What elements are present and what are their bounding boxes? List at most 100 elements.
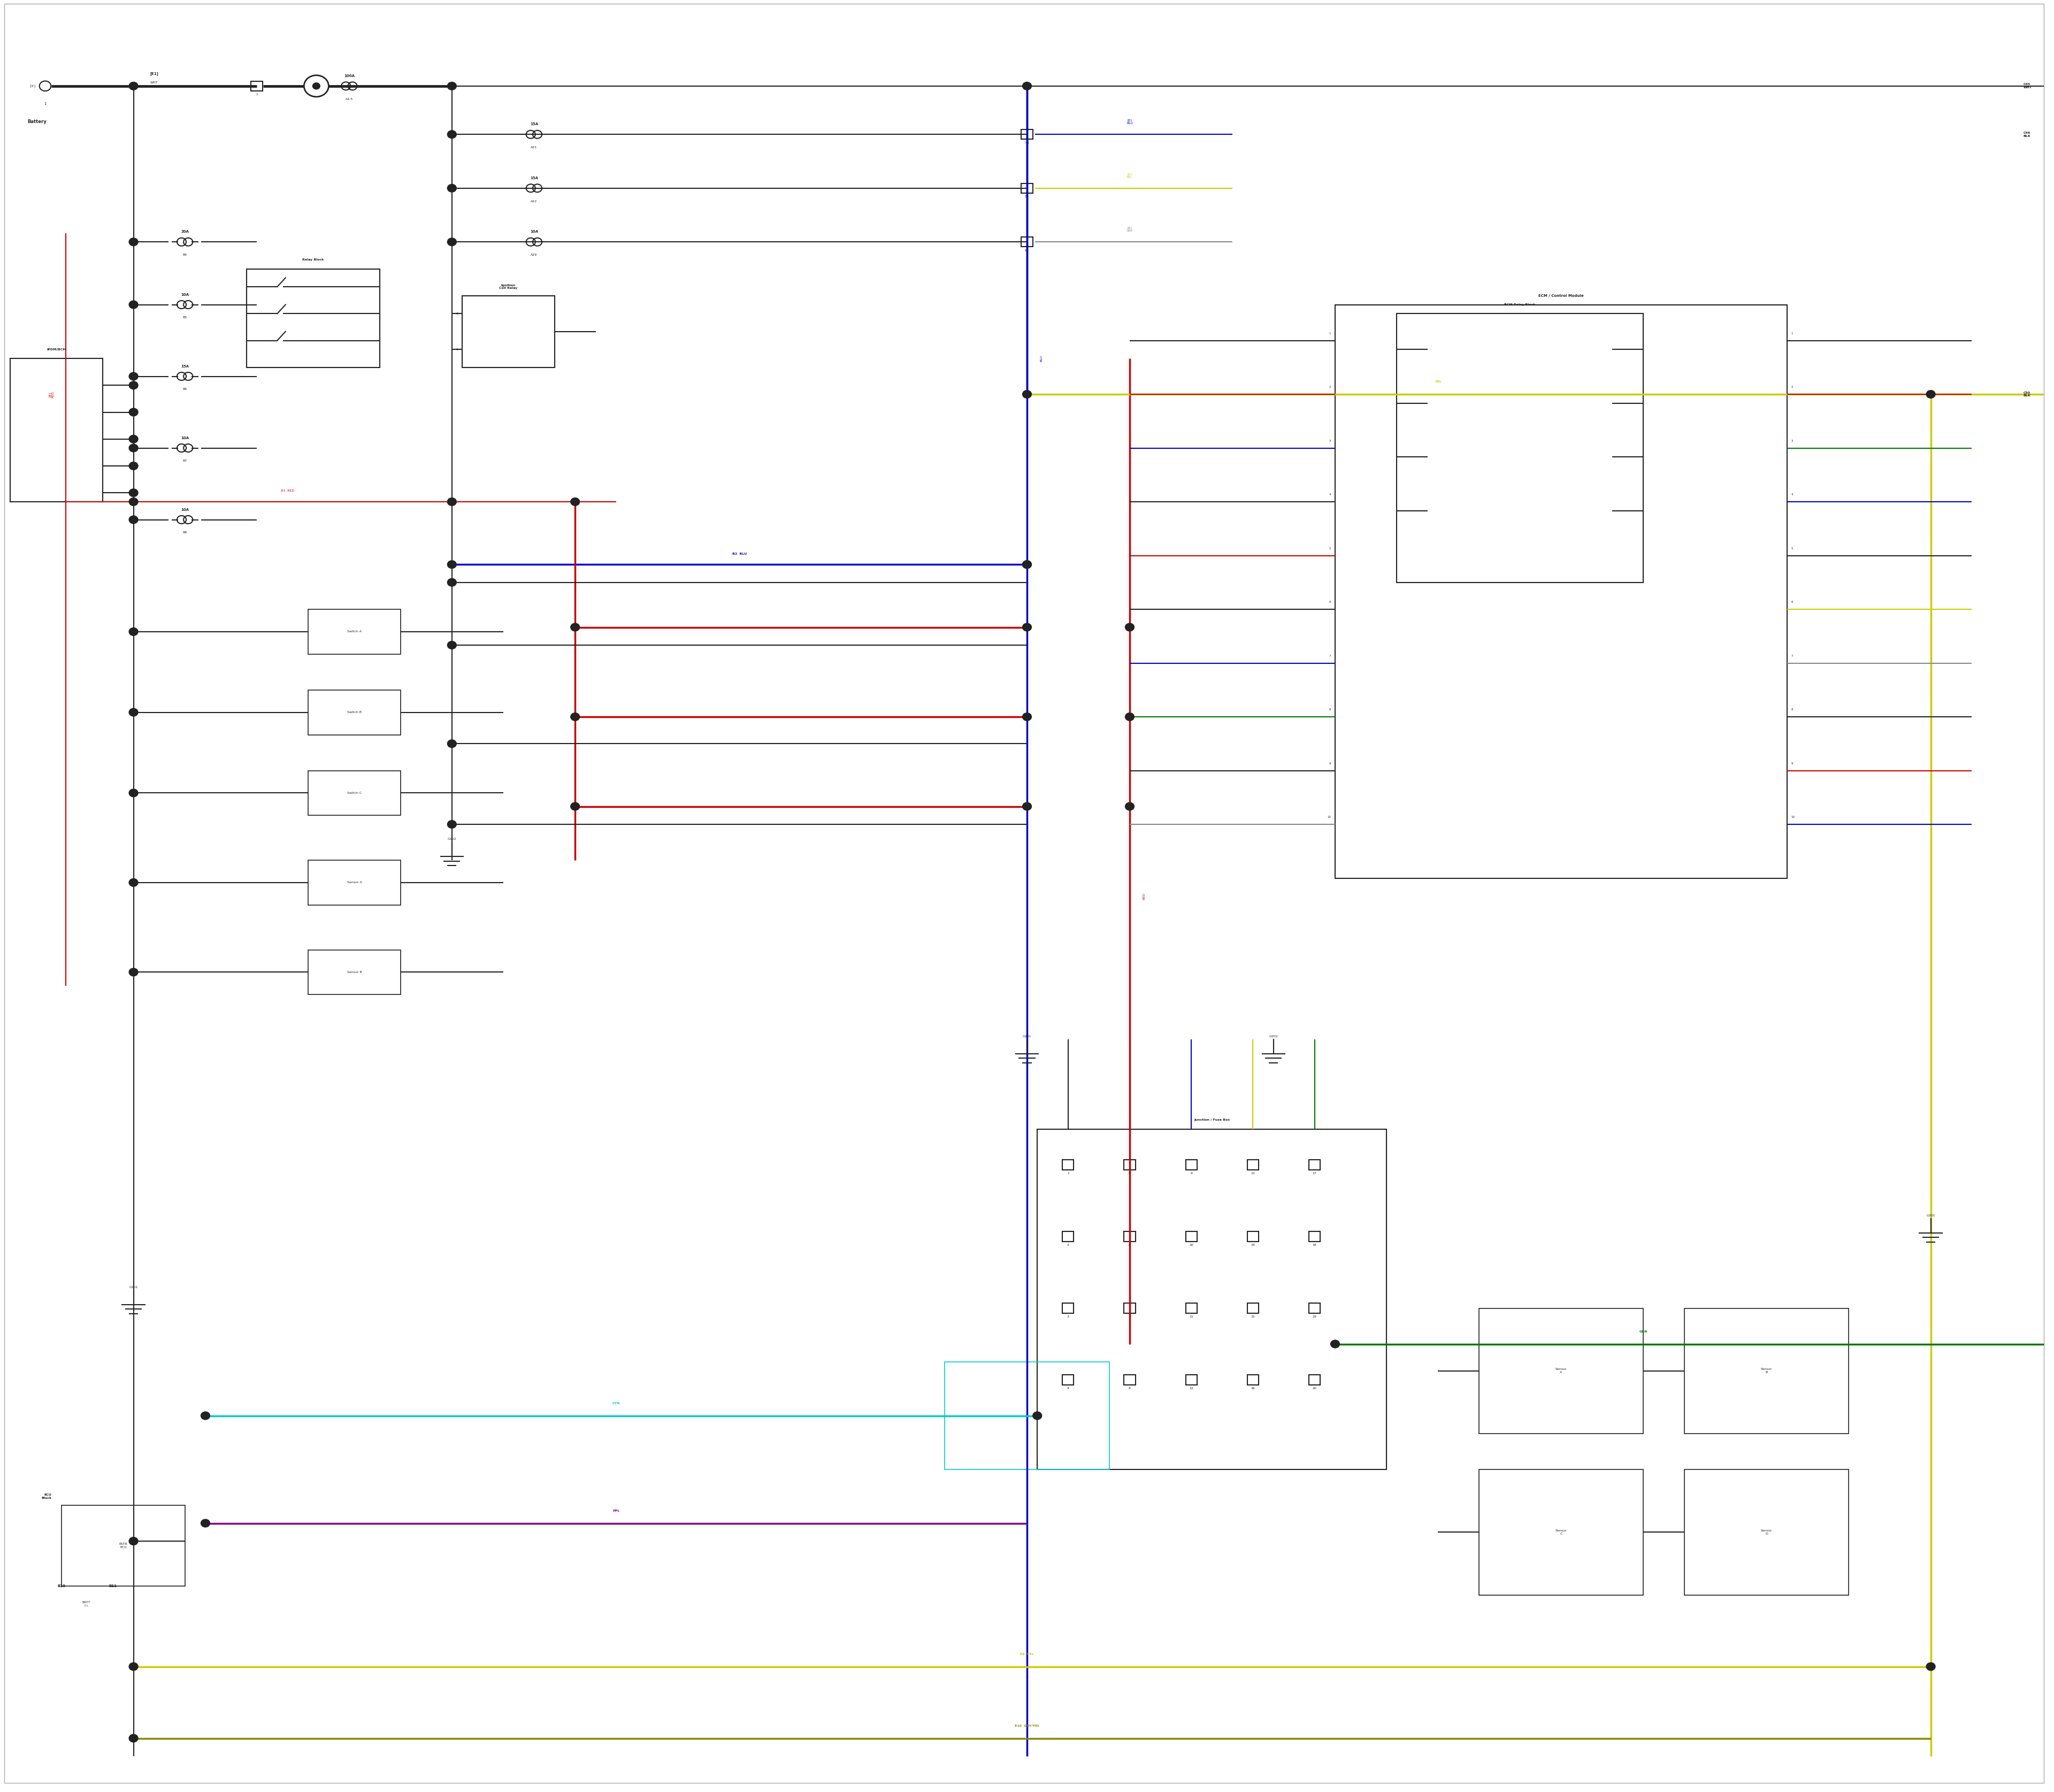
- Bar: [308, 950, 401, 995]
- Text: 11: 11: [1189, 1315, 1193, 1317]
- Text: A29: A29: [530, 254, 538, 256]
- Text: 9: 9: [1189, 1172, 1193, 1176]
- Text: 18: 18: [1313, 1244, 1317, 1245]
- Text: A21: A21: [530, 147, 538, 149]
- Bar: [1335, 305, 1787, 878]
- Text: [E1]: [E1]: [150, 72, 158, 75]
- Text: Ignition
Coil Relay: Ignition Coil Relay: [499, 283, 518, 290]
- Bar: [1062, 1374, 1074, 1385]
- Text: [E]
YEL: [E] YEL: [1128, 172, 1132, 179]
- Circle shape: [129, 489, 138, 496]
- Bar: [1684, 1469, 1849, 1595]
- Text: 10: 10: [1189, 1244, 1193, 1245]
- Circle shape: [1023, 82, 1031, 90]
- Circle shape: [129, 1735, 138, 1742]
- Text: B11: B11: [109, 1584, 117, 1588]
- Text: 12: 12: [1189, 1387, 1193, 1389]
- Bar: [1037, 1129, 1386, 1469]
- Text: G102: G102: [448, 839, 456, 840]
- Text: 4: 4: [1066, 1387, 1070, 1389]
- Circle shape: [129, 627, 138, 636]
- Circle shape: [129, 1538, 138, 1545]
- Text: 1: 1: [255, 93, 259, 95]
- Text: B5: B5: [183, 317, 187, 319]
- Bar: [1021, 237, 1033, 247]
- Bar: [1308, 1374, 1321, 1385]
- Bar: [1247, 1303, 1259, 1314]
- Circle shape: [448, 131, 456, 138]
- Text: Sensor
C: Sensor C: [1555, 1529, 1567, 1536]
- Text: G202: G202: [1269, 1036, 1278, 1038]
- Text: E9  YEL: E9 YEL: [1021, 1652, 1033, 1656]
- Text: B4: B4: [183, 254, 187, 256]
- Circle shape: [129, 82, 138, 90]
- Text: G301: G301: [1927, 1215, 1935, 1217]
- Text: 7: 7: [1128, 1315, 1132, 1317]
- Bar: [308, 771, 401, 815]
- Circle shape: [129, 301, 138, 308]
- Text: [E]
BLU: [E] BLU: [1126, 118, 1134, 125]
- Circle shape: [129, 382, 138, 389]
- Circle shape: [129, 878, 138, 887]
- Text: 20A: 20A: [181, 229, 189, 233]
- Text: 15A: 15A: [530, 176, 538, 179]
- Circle shape: [1033, 1412, 1041, 1419]
- Text: CYN: CYN: [612, 1401, 620, 1405]
- Circle shape: [571, 624, 579, 631]
- Bar: [308, 860, 401, 905]
- Circle shape: [448, 498, 456, 505]
- Bar: [308, 609, 401, 654]
- Text: Sensor A: Sensor A: [347, 882, 362, 883]
- Circle shape: [1023, 713, 1031, 720]
- Text: Sensor
B: Sensor B: [1760, 1367, 1773, 1374]
- Circle shape: [448, 740, 456, 747]
- Circle shape: [1126, 803, 1134, 810]
- Text: G201: G201: [1023, 1036, 1031, 1038]
- Text: 19: 19: [1313, 1315, 1317, 1317]
- Text: A22: A22: [530, 201, 538, 202]
- Text: Switch C: Switch C: [347, 792, 362, 794]
- Text: Junction / Fuse Box: Junction / Fuse Box: [1193, 1118, 1230, 1122]
- Text: GRN: GRN: [1639, 1330, 1647, 1333]
- Circle shape: [129, 788, 138, 797]
- Bar: [1062, 1159, 1074, 1170]
- Text: 1: 1: [1066, 1172, 1070, 1176]
- Text: 16: 16: [1251, 1387, 1255, 1389]
- Text: B6: B6: [183, 389, 187, 391]
- Text: B8: B8: [183, 532, 187, 534]
- Text: 58: 58: [1025, 142, 1029, 145]
- Text: ECM / Control Module: ECM / Control Module: [1538, 294, 1584, 297]
- Circle shape: [129, 516, 138, 523]
- Text: 6: 6: [1128, 1244, 1132, 1245]
- Text: 10: 10: [1327, 815, 1331, 819]
- Text: Sensor
D: Sensor D: [1760, 1529, 1773, 1536]
- Text: C45
WHT: C45 WHT: [2023, 82, 2031, 90]
- Text: 10A: 10A: [181, 509, 189, 511]
- Bar: [1021, 183, 1033, 194]
- Circle shape: [129, 1663, 138, 1670]
- Text: Sensor
A: Sensor A: [1555, 1367, 1567, 1374]
- Circle shape: [1023, 803, 1031, 810]
- Text: PPL: PPL: [612, 1509, 620, 1512]
- Text: 59: 59: [1025, 195, 1029, 199]
- Text: ESTR
ECU: ESTR ECU: [119, 1543, 127, 1548]
- Text: A1-5: A1-5: [345, 99, 353, 100]
- Text: [E]
GRY: [E] GRY: [1126, 226, 1134, 233]
- Text: 3: 3: [456, 312, 458, 315]
- Circle shape: [571, 498, 579, 505]
- Text: 20: 20: [1313, 1387, 1317, 1389]
- Text: 10A: 10A: [530, 229, 538, 233]
- Circle shape: [448, 821, 456, 828]
- Circle shape: [1023, 624, 1031, 631]
- Bar: [1062, 1231, 1074, 1242]
- Text: E10  GRY/YEL: E10 GRY/YEL: [1015, 1724, 1039, 1727]
- Text: 1: 1: [456, 348, 458, 351]
- Circle shape: [129, 373, 138, 380]
- Bar: [1062, 1303, 1074, 1314]
- Circle shape: [129, 498, 138, 505]
- Circle shape: [129, 708, 138, 717]
- Circle shape: [129, 238, 138, 246]
- Text: IPDM/BCM: IPDM/BCM: [47, 348, 66, 351]
- Circle shape: [448, 561, 456, 568]
- Text: WHT: WHT: [150, 81, 158, 84]
